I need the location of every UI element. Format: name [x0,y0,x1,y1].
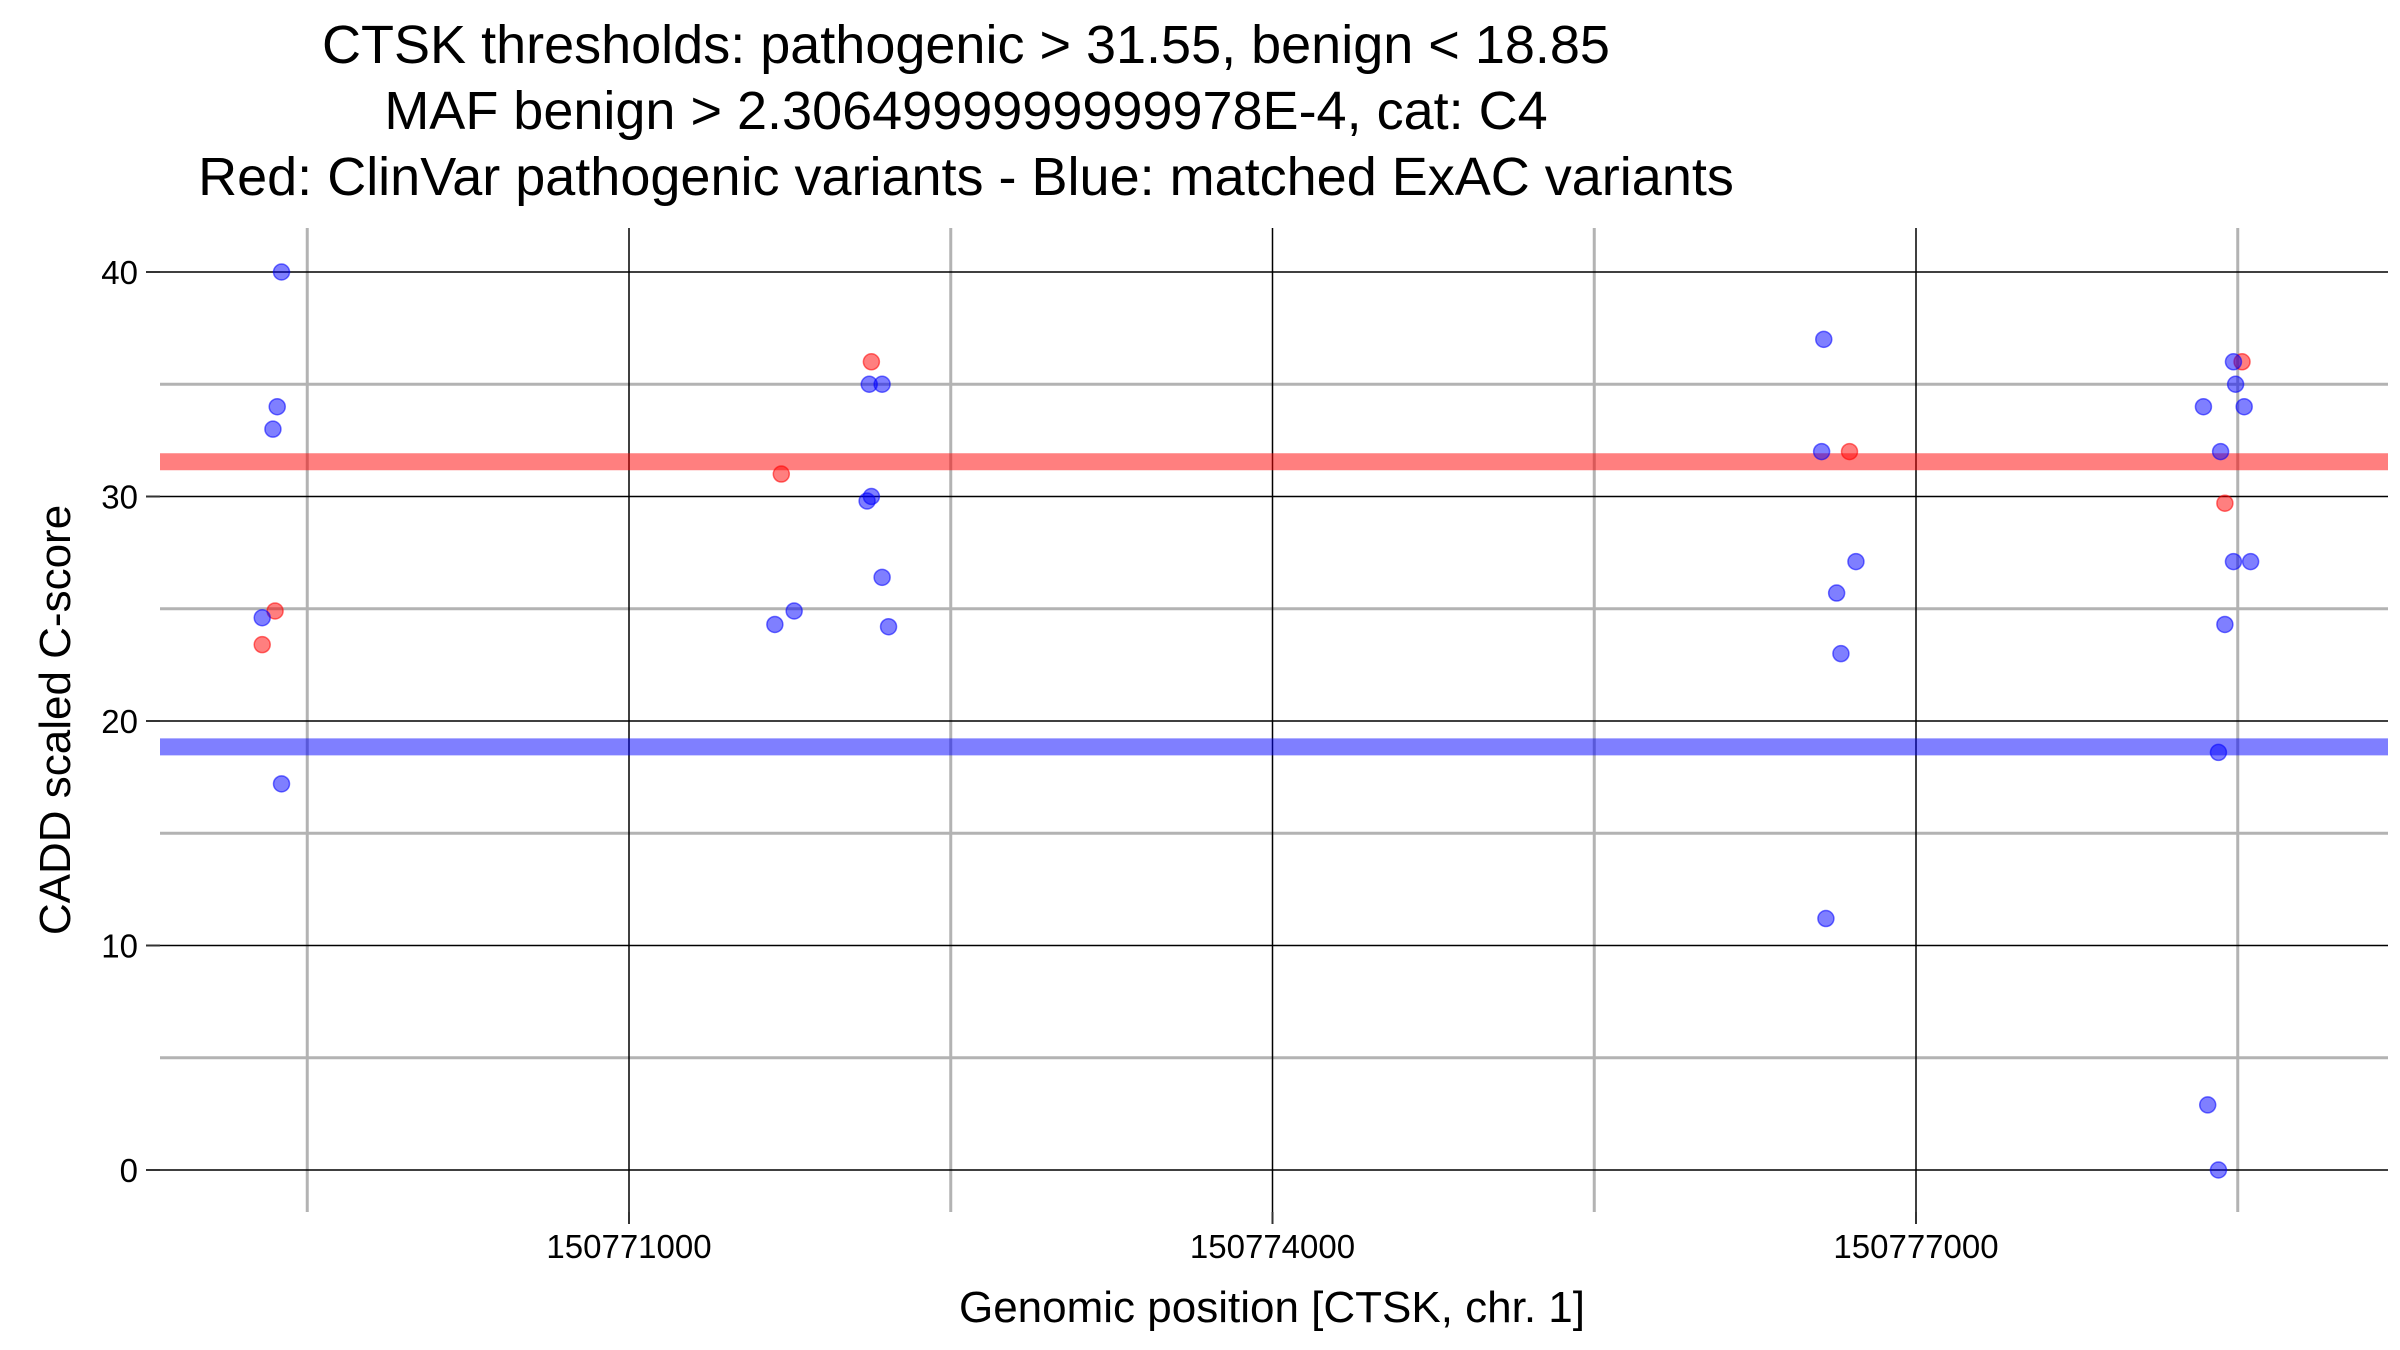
title-line-3: Red: ClinVar pathogenic variants - Blue:… [198,147,1734,207]
benign-variant-point [785,602,803,620]
benign-variant-point [873,375,891,393]
benign-variant-point [2224,552,2243,571]
benign-variant-point [2194,397,2213,416]
benign-variant-point [2241,552,2260,571]
y-tick-label: 20 [101,703,138,740]
pathogenic-variant-point [2216,494,2234,512]
benign-variant-point [1812,442,1831,461]
x-axis-title: Genomic position [CTSK, chr. 1] [959,1283,1585,1332]
y-axis-ticks: 0 10 20 30 40 [101,254,160,1189]
x-tick-label: 150774000 [1190,1228,1355,1265]
y-tick-label: 30 [101,479,138,516]
benign-variant-point [873,568,891,587]
y-axis-title: CADD scaled C-score [31,505,80,935]
x-axis-ticks: 150771000 150774000 150777000 [546,1212,1999,1265]
benign-variant-point [253,608,271,627]
title-line-2: MAF benign > 2.3064999999999978E-4, cat:… [384,81,1547,141]
benign-variant-point [2235,397,2253,416]
x-tick-label: 150777000 [1833,1228,1998,1265]
benign-variant-point [1847,552,1865,571]
x-tick-label: 150771000 [546,1228,711,1265]
benign-variant-point [2198,1096,2217,1114]
chart-title: CTSK thresholds: pathogenic > 31.55, ben… [198,15,1734,207]
benign-variant-point [264,420,282,438]
benign-variant-point [2216,615,2234,634]
benign-variant-point [1827,584,1846,602]
title-line-1: CTSK thresholds: pathogenic > 31.55, ben… [322,15,1610,75]
y-tick-label: 40 [101,254,138,291]
benign-variant-point [2226,375,2245,393]
benign-variant-point [2211,442,2230,461]
benign-variant-point [1817,909,1835,928]
benign-variant-point [2209,1161,2228,1179]
benign-variant-point [272,775,291,793]
y-tick-label: 10 [101,928,138,965]
pathogenic-variant-point [253,635,271,654]
pathogenic-variant-point [862,353,881,371]
benign-variant-point [1815,330,1833,349]
y-tick-label: 0 [120,1152,138,1189]
pathogenic-variant-point [1840,442,1859,461]
threshold-lines [160,453,2388,756]
benign-variant-point [2209,743,2228,762]
minor-gridlines [160,228,2388,1212]
benign-variant-point [1832,644,1850,663]
data-points [253,263,2260,1179]
pathogenic-variant-point [772,465,791,483]
benign-variant-point [766,615,784,634]
benign-variant-point [2224,353,2243,371]
benign-variant-point [862,487,881,506]
benign-variant-point [268,397,286,416]
benign-variant-point [879,617,898,636]
benign-variant-point [272,263,291,281]
major-gridlines [160,228,2388,1212]
